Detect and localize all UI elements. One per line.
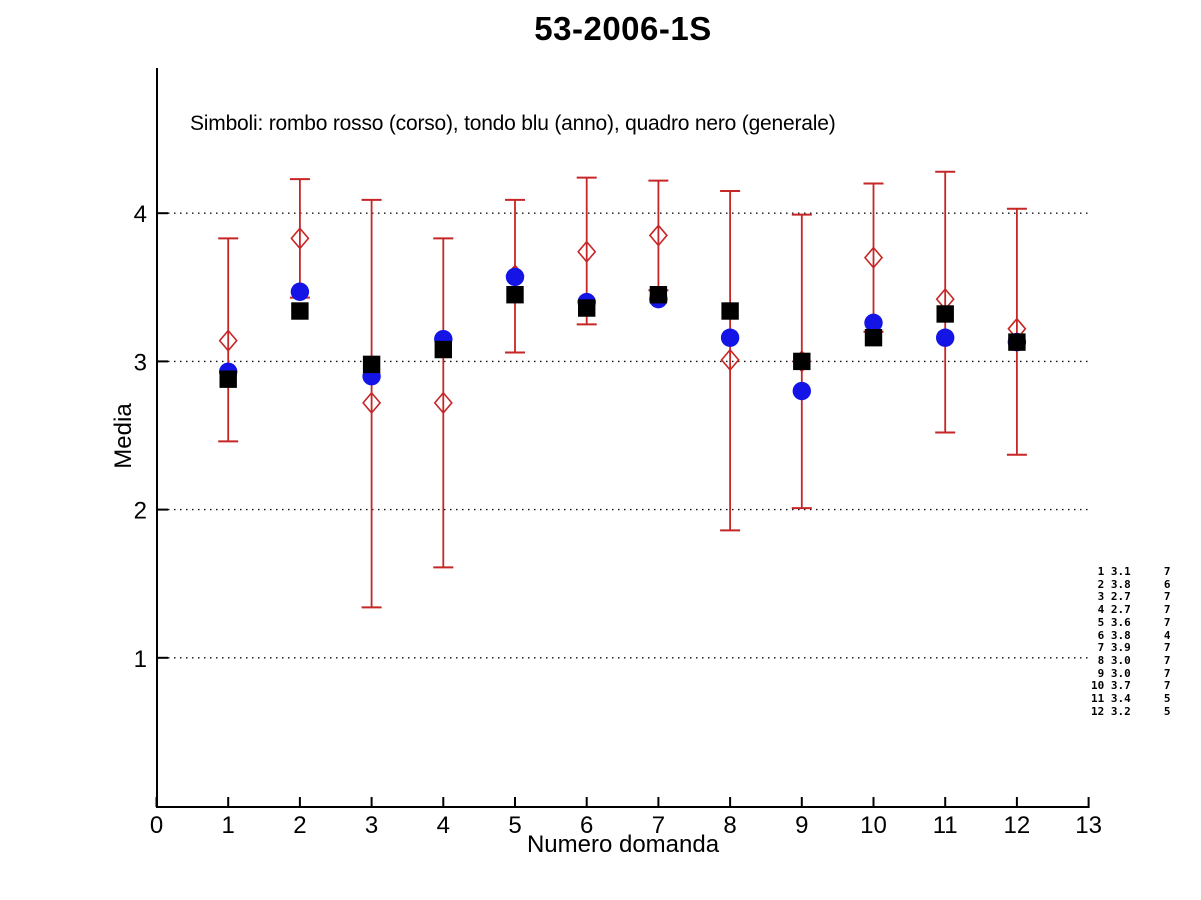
x-tick-label-8: 8 bbox=[723, 812, 736, 839]
series-corso-diamonds bbox=[218, 224, 1027, 415]
diamond-marker bbox=[648, 224, 668, 247]
square-marker bbox=[578, 299, 596, 317]
square-marker bbox=[793, 352, 811, 371]
x-tick-label-3: 3 bbox=[365, 812, 378, 839]
x-tick-label-9: 9 bbox=[795, 812, 808, 839]
x-tick-label-1: 1 bbox=[222, 812, 235, 839]
x-tick-label-6: 6 bbox=[580, 812, 593, 839]
x-tick-label-7: 7 bbox=[652, 812, 665, 839]
chart-title: 53-2006-1S bbox=[534, 10, 712, 47]
square-marker bbox=[362, 355, 381, 374]
x-tick-label-5: 5 bbox=[508, 812, 521, 839]
circle-marker bbox=[936, 328, 955, 347]
square-marker bbox=[434, 340, 452, 359]
y-tick-label-4: 4 bbox=[134, 201, 147, 228]
x-tick-label-2: 2 bbox=[293, 812, 306, 839]
x-tick-label-11: 11 bbox=[933, 812, 958, 839]
circle-marker bbox=[720, 328, 740, 347]
series-anno-circles bbox=[219, 267, 1027, 401]
x-tick-label-13: 13 bbox=[1075, 812, 1102, 839]
square-marker bbox=[721, 302, 739, 320]
series-generale-squares bbox=[219, 286, 1026, 388]
axes bbox=[156, 68, 1090, 808]
square-marker bbox=[864, 328, 883, 347]
square-marker bbox=[1008, 333, 1026, 351]
square-marker bbox=[936, 305, 954, 323]
circle-marker bbox=[792, 381, 811, 401]
diamond-marker bbox=[290, 227, 310, 250]
x-axis-label: Numero domanda bbox=[526, 831, 720, 858]
diamond-marker bbox=[362, 391, 382, 415]
square-marker bbox=[219, 370, 237, 388]
diamond-marker bbox=[577, 240, 597, 263]
y-tick-label-1: 1 bbox=[134, 646, 147, 673]
symbols-legend-text: Simboli: rombo rosso (corso), tondo blu … bbox=[190, 112, 836, 135]
circle-marker bbox=[505, 267, 525, 287]
y-ticks: 1 2 3 4 bbox=[134, 201, 168, 673]
diamond-marker bbox=[218, 329, 238, 352]
side-data-table: 1 3.1 7 2 3.8 6 3 2.7 7 4 2.7 7 5 3.6 7 … bbox=[1091, 565, 1171, 718]
y-tick-label-3: 3 bbox=[134, 349, 147, 376]
x-tick-label-12: 12 bbox=[1004, 812, 1031, 839]
x-tick-label-4: 4 bbox=[437, 812, 450, 839]
grid-lines bbox=[168, 212, 1089, 659]
circle-marker bbox=[290, 282, 310, 301]
diamond-marker bbox=[433, 391, 453, 415]
diamond-marker bbox=[720, 348, 740, 372]
square-marker bbox=[291, 302, 309, 320]
x-tick-label-10: 10 bbox=[860, 812, 887, 839]
y-tick-label-2: 2 bbox=[134, 498, 147, 525]
diamond-marker bbox=[863, 246, 884, 269]
error-bars bbox=[218, 170, 1027, 609]
circle-marker bbox=[864, 313, 883, 333]
x-ticks: 0 1 2 3 4 5 6 7 8 9 10 11 12 13 bbox=[150, 797, 1102, 839]
square-marker bbox=[649, 286, 668, 304]
x-tick-label-0: 0 bbox=[150, 812, 163, 839]
square-marker bbox=[506, 286, 524, 304]
